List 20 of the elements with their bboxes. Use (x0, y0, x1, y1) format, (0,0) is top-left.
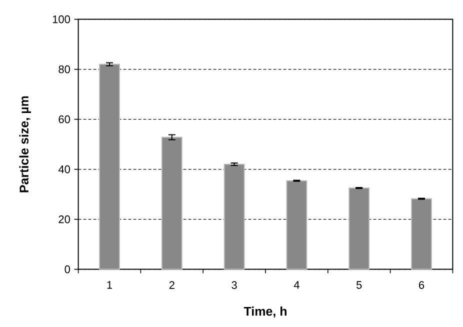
x-axis-title: Time, h (244, 306, 286, 318)
y-tick-label: 0 (64, 265, 70, 274)
bar (286, 180, 308, 270)
y-axis-title: Particle size, µm (19, 96, 31, 192)
bar (161, 136, 182, 270)
bar (348, 188, 370, 270)
y-tick-label: 80 (58, 65, 70, 74)
x-tick-label: 5 (356, 281, 362, 289)
x-tick-label: 1 (107, 281, 112, 289)
bar (410, 198, 432, 270)
x-tick-label: 4 (294, 281, 300, 289)
y-tick-label: 60 (58, 115, 70, 124)
x-tick-label: 3 (232, 281, 237, 289)
y-tick-label: 100 (52, 15, 70, 24)
x-tick-label: 6 (419, 281, 424, 289)
y-tick-label: 40 (58, 165, 70, 174)
x-tick-label: 2 (169, 281, 174, 289)
bar (224, 164, 245, 270)
bar (99, 64, 120, 270)
y-tick-label: 20 (58, 215, 70, 224)
